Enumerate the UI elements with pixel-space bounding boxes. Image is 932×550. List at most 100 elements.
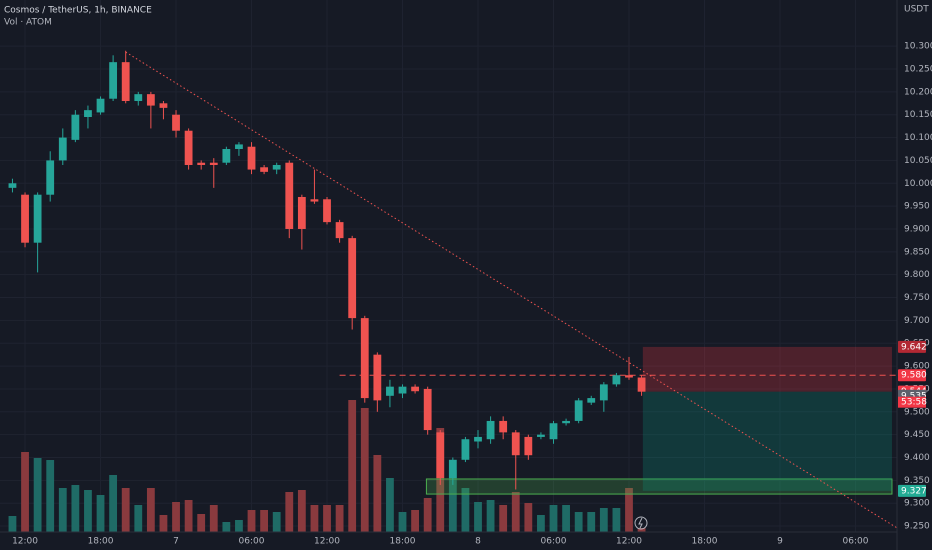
- candle-body: [423, 388, 432, 431]
- volume-bar: [235, 520, 243, 532]
- candle-body: [524, 436, 533, 456]
- y-tick-label: 10.300: [904, 42, 932, 52]
- price-label-bg: [898, 369, 926, 382]
- volume-bar: [599, 508, 608, 532]
- y-tick-label: 9.250: [904, 522, 930, 532]
- y-tick-label: 10.000: [904, 179, 932, 189]
- candle-body: [84, 110, 92, 118]
- x-tick-label: 12:00: [616, 537, 642, 547]
- replay-icon[interactable]: [634, 516, 648, 530]
- volume-bar: [109, 475, 118, 532]
- candle-body: [159, 103, 168, 108]
- candle-body: [134, 94, 143, 102]
- candle-body: [323, 199, 331, 223]
- volume-bar: [285, 492, 294, 532]
- candle-body: [537, 434, 545, 437]
- volume-bar: [398, 512, 407, 532]
- x-tick-label: 06:00: [843, 537, 869, 547]
- volume-bar: [574, 512, 583, 532]
- volume-bar: [423, 498, 432, 532]
- volume-bar: [587, 512, 596, 532]
- candle-body: [386, 386, 394, 396]
- volume-bar: [310, 505, 319, 532]
- candle-body: [373, 354, 382, 401]
- y-tick-label: 10.200: [904, 87, 932, 97]
- candle-body: [172, 114, 180, 131]
- volume-bar: [134, 505, 143, 532]
- candle-body: [612, 375, 621, 385]
- candle-body: [184, 130, 193, 165]
- volume-bar: [21, 452, 29, 532]
- candle-body: [71, 114, 80, 140]
- candle-body: [310, 199, 319, 202]
- trend-line: [125, 51, 898, 529]
- candle-body: [511, 432, 520, 456]
- volume-label[interactable]: Vol · ATOM: [4, 18, 52, 28]
- countdown: 53:58: [901, 398, 927, 408]
- candle-body: [499, 420, 508, 433]
- volume-bar: [637, 528, 646, 532]
- volume-bar: [499, 505, 508, 532]
- volume-bar: [348, 400, 357, 532]
- candle-body: [360, 318, 369, 399]
- volume-bar: [272, 512, 281, 532]
- x-tick-label: 18:00: [390, 537, 416, 547]
- x-tick-label: 06:00: [239, 537, 265, 547]
- y-tick-label: 9.350: [904, 476, 930, 486]
- volume-bar: [159, 515, 168, 532]
- volume-bar: [386, 478, 394, 532]
- candle-body: [335, 222, 344, 239]
- position-stop-zone: [642, 346, 892, 392]
- price-label-bg: [898, 340, 926, 353]
- volume-bar: [486, 500, 495, 532]
- price-label: 9.580: [901, 371, 927, 381]
- x-tick-label: 8: [475, 537, 481, 547]
- volume-bar: [537, 515, 545, 532]
- candle-body: [398, 386, 407, 394]
- candle-body: [46, 160, 55, 195]
- candle-body: [625, 375, 633, 378]
- volume-bar: [146, 488, 155, 532]
- volume-bar: [8, 516, 17, 532]
- candle-body: [21, 194, 29, 243]
- candle-body: [58, 137, 67, 161]
- volume-bar: [562, 505, 570, 532]
- volume-bar: [209, 505, 218, 532]
- volume-bar: [524, 503, 533, 532]
- y-tick-label: 10.250: [904, 65, 932, 75]
- volume-bar: [549, 505, 558, 532]
- volume-bar: [184, 500, 193, 532]
- symbol-title[interactable]: Cosmos / TetherUS, 1h, BINANCE: [4, 6, 152, 16]
- price-label: 9.642: [901, 342, 927, 352]
- y-tick-label: 9.500: [904, 407, 930, 417]
- volume-bar: [260, 510, 269, 532]
- candle-body: [574, 400, 583, 421]
- volume-bar: [511, 492, 520, 532]
- y-tick-label: 9.400: [904, 453, 930, 463]
- candle-body: [235, 144, 243, 149]
- y-tick-label: 9.750: [904, 293, 930, 303]
- volume-bar: [84, 490, 92, 532]
- volume-bar: [335, 505, 344, 532]
- candle-body: [247, 146, 256, 170]
- candle-body: [587, 398, 596, 403]
- volume-bar: [172, 502, 180, 532]
- candle-body: [146, 94, 155, 106]
- y-tick-label: 10.100: [904, 133, 932, 143]
- volume-bar: [625, 488, 633, 532]
- volume-bar: [297, 490, 306, 532]
- y-tick-label: 9.800: [904, 270, 930, 280]
- currency-label: USDT: [904, 5, 929, 15]
- candle-body: [260, 167, 269, 172]
- volume-bar: [612, 508, 621, 532]
- candle-body: [96, 98, 105, 113]
- candle-body: [297, 196, 306, 229]
- volume-bar: [58, 488, 67, 532]
- candle-body: [121, 62, 130, 102]
- candle-body: [8, 183, 17, 188]
- volume-bar: [46, 460, 55, 532]
- candle-body: [209, 162, 218, 165]
- y-tick-label: 9.900: [904, 224, 930, 234]
- volume-bar: [360, 408, 369, 532]
